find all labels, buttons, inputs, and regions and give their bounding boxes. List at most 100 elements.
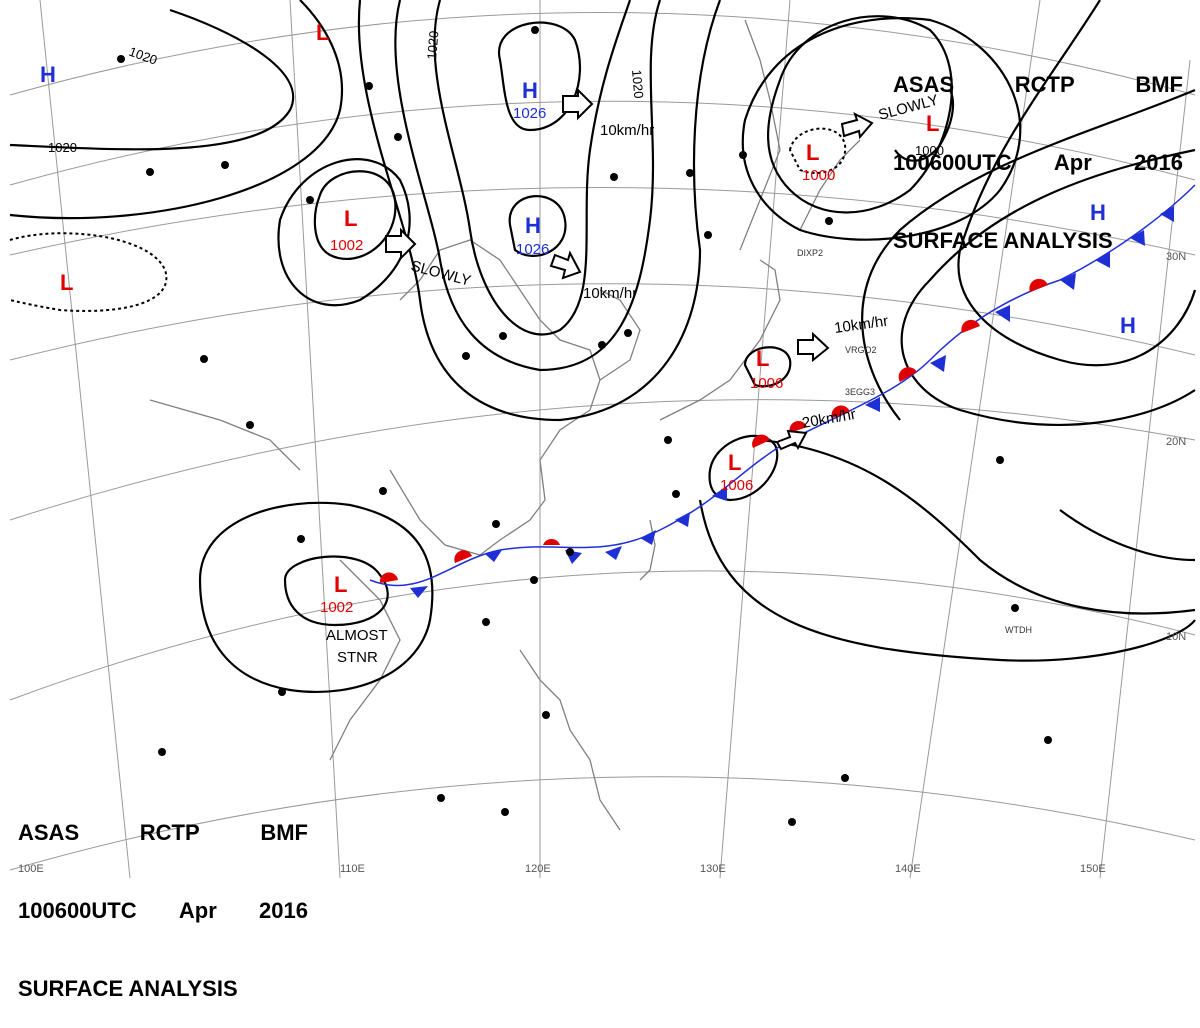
high-center-east2: H [1120, 313, 1136, 338]
low-letter: L [316, 20, 329, 45]
lon-label: 120E [525, 863, 551, 875]
isobar-high-n [497, 21, 582, 132]
header-line2: 100600UTC Apr 2016 [18, 898, 308, 924]
low-value: 1002 [330, 237, 363, 254]
isobar-1000-okh [894, 89, 955, 162]
low-center-japan: L 1006 [750, 346, 783, 392]
station-id-label: VRGO2 [845, 345, 877, 355]
isobar-label: 1020 [424, 30, 441, 60]
isobar-pacific-a [698, 499, 1196, 662]
header-code: BMF [260, 820, 308, 845]
isobar-sakhalin-a [767, 15, 953, 214]
isobar-low-sichuan [313, 170, 397, 261]
lon-label: 110E [340, 863, 365, 875]
isobar-label: 1020 [48, 140, 77, 155]
low-letter: L [60, 270, 73, 295]
high-center-north: H 1026 [513, 78, 546, 122]
isobar-south-inner [283, 555, 389, 627]
high-letter: H [40, 62, 56, 87]
isobars [9, 0, 1197, 693]
low-letter: L [926, 111, 939, 136]
motion-label: 10km/hr [583, 285, 637, 302]
low-letter: L [806, 140, 819, 165]
low-letter: L [728, 450, 741, 475]
lat-label: 20N [1166, 436, 1186, 448]
header-line1: ASAS RCTP BMF [18, 820, 308, 846]
lat-label: 30N [1166, 251, 1186, 263]
lat-label: 10N [1166, 631, 1186, 643]
high-value: 1026 [513, 105, 546, 122]
low-letter: L [334, 572, 347, 597]
isobar-north-a [433, 0, 632, 336]
station-id-label: 3EGG3 [845, 387, 875, 397]
header-time: 100600UTC [893, 150, 1012, 175]
isobar-north-b [394, 0, 662, 372]
header-code: BMF [1135, 72, 1183, 97]
isobar-east-b [900, 148, 1196, 426]
isobar-nw-outer [9, 0, 343, 220]
dashed-low-sakhalin [788, 127, 847, 174]
station-id-label: DIXP2 [797, 248, 823, 258]
lon-label: 130E [700, 863, 726, 875]
isobar-low-taiwan [708, 434, 779, 502]
low-center-okhotsk: L [926, 111, 939, 136]
header-source: ASAS [18, 820, 80, 845]
isobar-east-c [861, 88, 1196, 421]
isobar-low-japan [743, 346, 792, 388]
arrow-h-north [562, 87, 594, 121]
grid-labels: 30N 20N 10N 100E 110E 120E 130E 140E 150… [18, 251, 1186, 875]
low-value: 1002 [320, 599, 353, 616]
arrow-japan [797, 331, 830, 363]
header-month: Apr [178, 898, 217, 923]
isobar-sakhalin-b [741, 17, 1022, 241]
weather-map: 30N 20N 10N 100E 110E 120E 130E 140E 150… [9, 0, 1197, 878]
low-letter: L [344, 206, 357, 231]
header-station: RCTP [139, 820, 200, 845]
motion-label: 10km/hr [600, 122, 654, 139]
isobar-label: 1000 [915, 143, 944, 158]
high-value: 1026 [516, 241, 549, 258]
high-letter: H [1090, 200, 1106, 225]
arrow-sichuan [385, 227, 417, 261]
isobar-south-outer [198, 501, 434, 693]
lon-label: 100E [18, 863, 44, 875]
header-time: 100600UTC [18, 898, 137, 923]
header-source: ASAS [893, 72, 955, 97]
dashed-isobars [9, 127, 847, 312]
dashed-low-west [9, 232, 168, 312]
high-letter: H [522, 78, 538, 103]
low-center-sichuan: L 1002 [330, 206, 363, 254]
isobar-label: 1020 [629, 69, 646, 99]
high-letter: H [525, 213, 541, 238]
low-value: 1000 [802, 167, 835, 184]
motion-label: STNR [337, 649, 378, 666]
station-id-label: WTDH [1005, 625, 1032, 635]
high-center-nw: H [40, 62, 56, 87]
warm-front-lobes [379, 278, 1048, 583]
header-title: SURFACE ANALYSIS [893, 228, 1113, 253]
isobar-pacific-c [1059, 509, 1196, 562]
header-title: SURFACE ANALYSIS [18, 976, 238, 1001]
lon-label: 150E [1080, 863, 1106, 875]
isobar-1020-nw [9, 8, 295, 151]
lon-label: 140E [895, 863, 921, 875]
high-letter: H [1120, 313, 1136, 338]
low-center-sakhalin: L 1000 [802, 140, 835, 184]
header-line1: ASAS RCTP BMF [893, 72, 1183, 98]
latitude-grid [9, 12, 1196, 871]
coastlines [149, 19, 861, 831]
header-bottom: ASAS RCTP BMF 100600UTC Apr 2016 SURFACE… [18, 768, 308, 1028]
high-center-east1: H [1090, 200, 1106, 225]
motion-label: ALMOST [326, 627, 388, 644]
arrow-sakhalin [840, 111, 874, 140]
header-month: Apr [1053, 150, 1092, 175]
header-station: RCTP [1014, 72, 1075, 97]
header-year: 2016 [259, 898, 308, 923]
low-center-south: L 1002 [320, 572, 353, 616]
low-letter: L [756, 346, 769, 371]
isobar-labels: 1020 1020 1020 1020 1000 [48, 30, 944, 158]
header-top: ASAS RCTP BMF 100600UTC Apr 2016 SURFACE… [893, 20, 1183, 280]
header-year: 2016 [1134, 150, 1183, 175]
station-labels: DIXP2 VRGO2 3EGG3 WTDH [797, 248, 1032, 635]
high-center-center: H 1026 [516, 213, 549, 258]
